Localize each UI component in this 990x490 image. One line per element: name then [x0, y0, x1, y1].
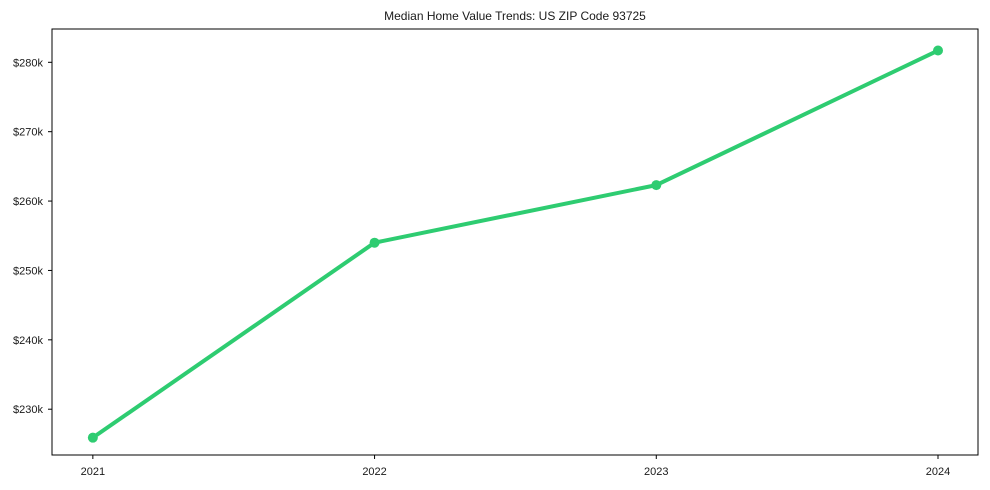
y-tick-label: $260k	[13, 196, 43, 208]
data-point	[651, 180, 662, 191]
y-tick-label: $230k	[13, 404, 43, 416]
plot-area: $230k $240k $250k $260k $270k $280k 2021 2022 20…	[13, 28, 979, 478]
plot-border	[51, 28, 979, 456]
y-tick-label: $280k	[13, 57, 43, 69]
y-tick-label: $240k	[13, 335, 43, 347]
x-tick-label: 2024	[926, 466, 950, 478]
data-point	[87, 432, 98, 443]
y-tick-label: $270k	[13, 127, 43, 139]
trend-line	[90, 48, 940, 440]
x-tick-label: 2023	[644, 466, 668, 478]
x-tick-label: 2021	[81, 466, 105, 478]
data-point	[932, 45, 943, 56]
x-tick-label: 2022	[362, 466, 386, 478]
y-tick-label: $250k	[13, 265, 43, 277]
chart-title: Median Home Value Trends: US ZIP Code 93…	[384, 9, 646, 23]
data-point	[369, 237, 380, 248]
